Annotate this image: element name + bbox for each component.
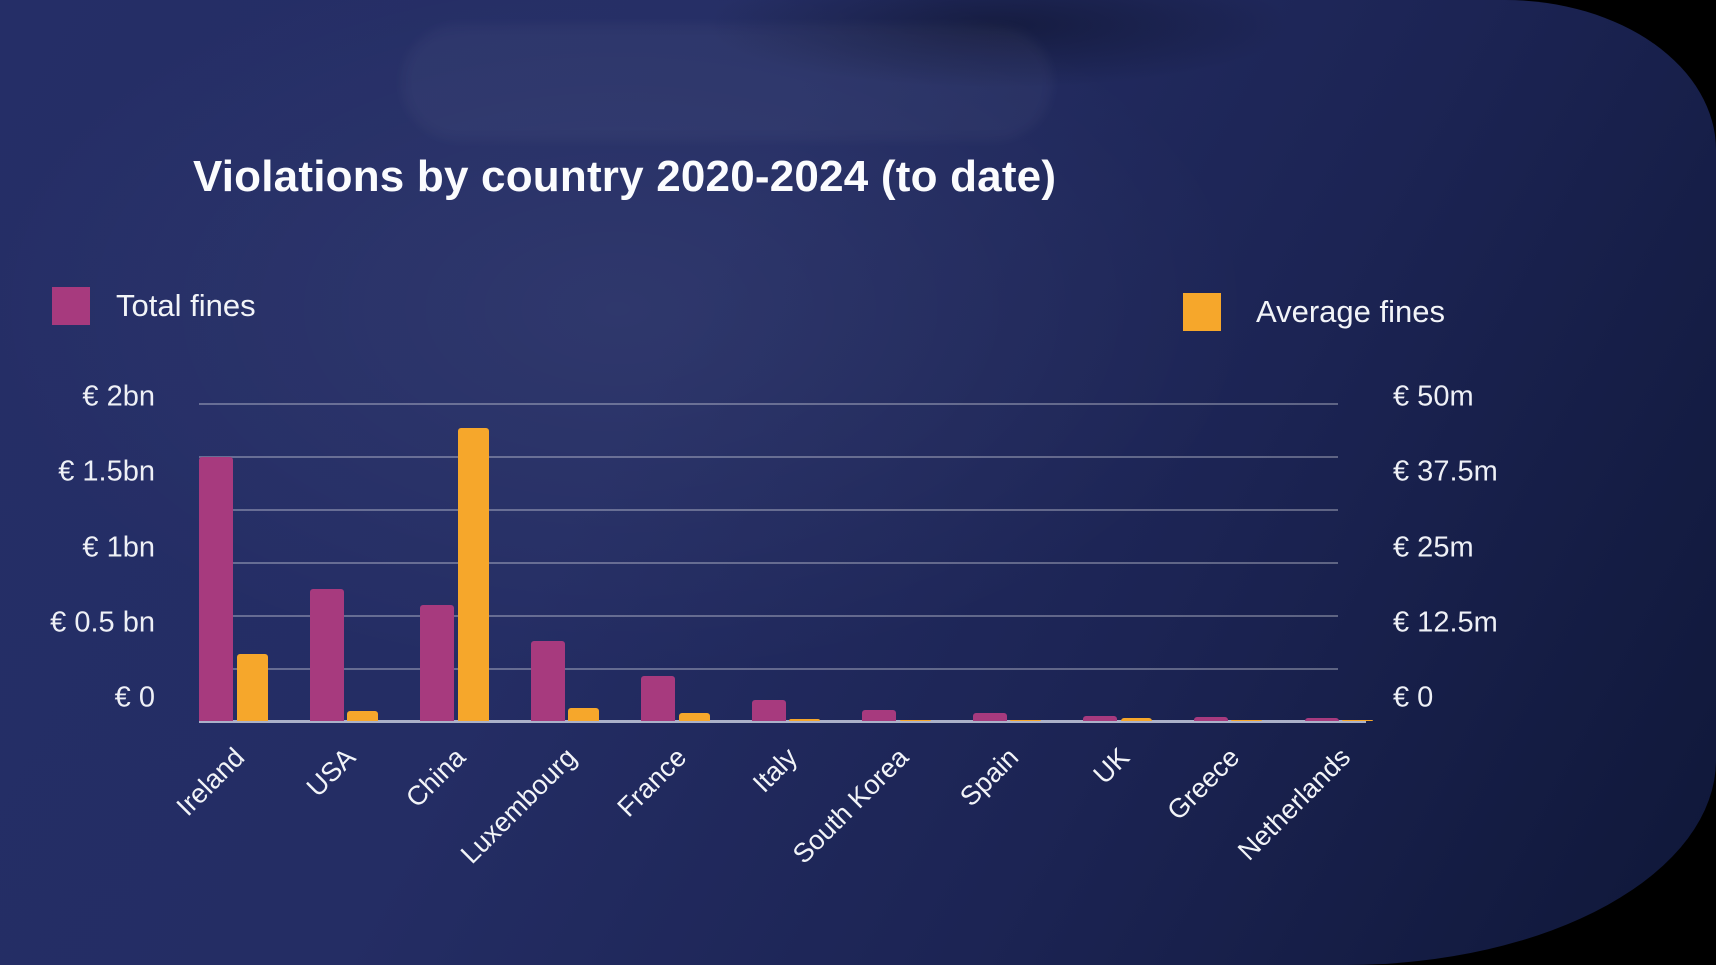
gridline bbox=[199, 562, 1338, 564]
bar-total-fines-spain bbox=[972, 713, 1007, 721]
x-axis-label-south-korea: South Korea bbox=[786, 742, 914, 870]
average-fines-label: Average fines bbox=[1256, 294, 1445, 329]
y-axis-tick-left: € 0.5 bn bbox=[50, 606, 155, 639]
gridline bbox=[199, 403, 1338, 405]
gridline bbox=[199, 615, 1338, 617]
y-axis-tick-left: € 1bn bbox=[82, 531, 155, 563]
bar-average-fines-italy bbox=[789, 719, 821, 721]
gridline bbox=[199, 668, 1338, 670]
x-axis-label-luxembourg: Luxembourg bbox=[454, 742, 583, 870]
x-axis-label-uk: UK bbox=[1087, 742, 1135, 790]
bar-total-fines-ireland bbox=[199, 457, 233, 721]
bar-average-fines-ireland bbox=[236, 654, 268, 721]
x-axis-label-netherlands: Netherlands bbox=[1231, 742, 1356, 867]
bar-average-fines-netherlands bbox=[1342, 720, 1373, 721]
gridline bbox=[199, 456, 1338, 458]
bar-total-fines-italy bbox=[751, 700, 786, 721]
bar-average-fines-uk bbox=[1120, 718, 1152, 721]
y-axis-tick-left: € 0 bbox=[114, 681, 155, 714]
total-fines-label: Total fines bbox=[116, 288, 256, 323]
x-axis-label-ireland: Ireland bbox=[170, 742, 251, 822]
y-axis-tick-right: € 37.5m bbox=[1393, 455, 1498, 488]
bar-total-fines-netherlands bbox=[1304, 718, 1339, 721]
bar-average-fines-luxembourg bbox=[568, 708, 600, 721]
x-axis-label-spain: Spain bbox=[954, 742, 1025, 813]
y-axis-tick-right: € 25m bbox=[1393, 531, 1474, 563]
y-axis-tick-left: € 2bn bbox=[82, 380, 155, 413]
bar-average-fines-greece bbox=[1231, 720, 1263, 721]
bar-average-fines-china bbox=[457, 428, 489, 721]
y-axis-tick-right: € 0 bbox=[1393, 681, 1434, 714]
x-axis-label-usa: USA bbox=[300, 742, 362, 803]
bar-total-fines-luxembourg bbox=[530, 641, 565, 721]
bar-average-fines-south-korea bbox=[899, 720, 931, 721]
legend-average-fines: Average fines bbox=[1183, 293, 1445, 331]
x-axis-label-china: China bbox=[400, 742, 472, 814]
x-axis-label-greece: Greece bbox=[1161, 742, 1246, 826]
bar-average-fines-france bbox=[678, 713, 710, 721]
x-axis-label-france: France bbox=[612, 742, 693, 823]
y-axis-tick-right: € 50m bbox=[1393, 380, 1474, 413]
bar-total-fines-greece bbox=[1193, 717, 1228, 721]
bar-total-fines-usa bbox=[309, 589, 344, 721]
bar-total-fines-france bbox=[641, 676, 676, 721]
y-axis-tick-right: € 12.5m bbox=[1393, 606, 1498, 639]
gridline bbox=[199, 509, 1338, 511]
y-axis-tick-left: € 1.5bn bbox=[58, 455, 155, 488]
x-axis-baseline bbox=[199, 720, 1366, 723]
bar-total-fines-south-korea bbox=[862, 710, 897, 721]
legend-total-fines: Total fines bbox=[52, 287, 256, 325]
bar-average-fines-spain bbox=[1010, 720, 1042, 721]
chart-title: Violations by country 2020-2024 (to date… bbox=[193, 152, 1057, 201]
bar-average-fines-usa bbox=[347, 711, 379, 721]
bar-total-fines-china bbox=[420, 605, 455, 721]
bar-total-fines-uk bbox=[1083, 716, 1118, 721]
x-axis-label-italy: Italy bbox=[746, 742, 804, 799]
average-fines-swatch bbox=[1183, 293, 1221, 331]
total-fines-swatch bbox=[52, 287, 90, 325]
